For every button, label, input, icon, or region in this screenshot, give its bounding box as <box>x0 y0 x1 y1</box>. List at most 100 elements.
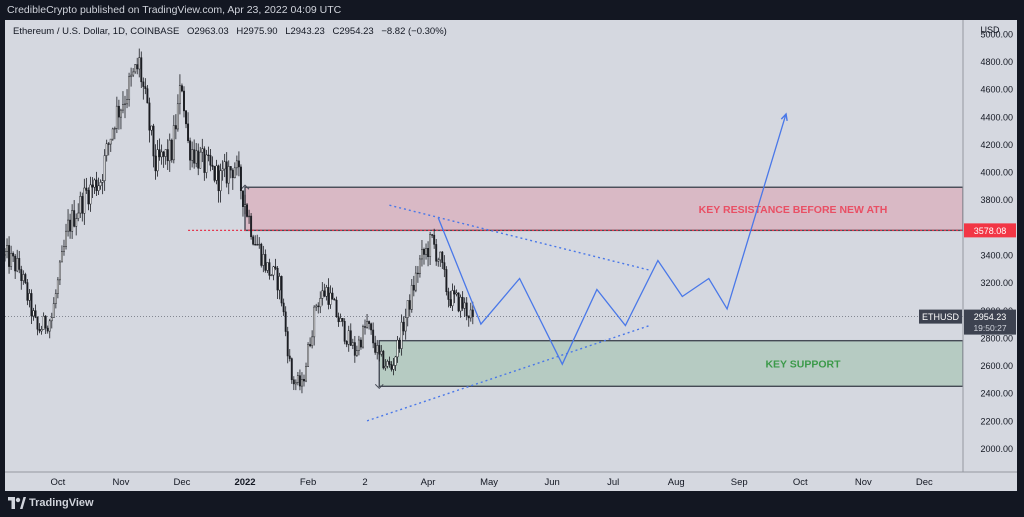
tradingview-brand[interactable]: TradingView <box>29 497 94 509</box>
time-tick-label: Oct <box>793 477 808 488</box>
candle-body <box>26 282 29 301</box>
candle <box>455 289 458 297</box>
candle <box>290 357 293 384</box>
projection-arrowhead-icon <box>780 112 788 122</box>
candle <box>44 315 47 334</box>
candle <box>437 257 440 267</box>
legend-close: 2954.23 <box>339 26 373 37</box>
candle <box>97 177 100 195</box>
candle <box>197 143 200 176</box>
candle-body <box>467 315 470 319</box>
candle <box>107 141 110 156</box>
candle <box>402 316 405 336</box>
candle-body <box>8 245 11 267</box>
candle-body <box>103 155 106 181</box>
price-tick-label: 4600.00 <box>980 85 1013 95</box>
published-text: CredibleCrypto published on TradingView.… <box>7 4 342 16</box>
candle <box>93 178 96 194</box>
candle <box>461 291 464 311</box>
candle <box>406 300 409 327</box>
currency-label: USD <box>980 25 1000 35</box>
candle-body <box>126 99 129 105</box>
candle-body <box>58 261 61 281</box>
candle-body <box>274 266 277 269</box>
candle-body <box>154 155 157 172</box>
candle-body <box>91 184 94 188</box>
candle-body <box>276 268 279 291</box>
candle <box>331 287 334 300</box>
candle <box>52 297 55 318</box>
candle-body <box>18 258 21 270</box>
candle <box>268 258 271 280</box>
price-axis[interactable] <box>963 20 1017 491</box>
chart-area[interactable]: KEY RESISTANCE BEFORE NEW ATH KEY SUPPORT… <box>4 20 1017 491</box>
candle <box>303 374 305 387</box>
candle-body <box>439 251 442 261</box>
candle-body <box>388 361 391 365</box>
candle <box>276 266 279 300</box>
candle <box>63 239 65 256</box>
time-tick-label: Nov <box>112 477 129 488</box>
candle <box>109 138 112 152</box>
candle-body <box>370 323 373 331</box>
candle-body <box>56 279 59 294</box>
candle <box>298 369 301 391</box>
legend-low-label: L <box>285 26 290 37</box>
candle-body <box>398 339 401 349</box>
candle <box>4 248 6 262</box>
candle <box>14 253 17 279</box>
support-zone[interactable] <box>378 339 964 387</box>
candle-body <box>443 262 446 270</box>
candle-body <box>4 251 6 256</box>
candle <box>374 335 377 355</box>
tradingview-logo-icon[interactable] <box>8 497 26 509</box>
candle-body <box>463 302 466 309</box>
symbol-tag-label: ETHUSD <box>922 312 960 322</box>
candle <box>286 326 289 364</box>
candle-body <box>345 341 348 345</box>
candle <box>138 48 141 78</box>
candle <box>368 320 371 330</box>
candle <box>270 274 273 277</box>
price-chart[interactable]: KEY RESISTANCE BEFORE NEW ATH KEY SUPPORT… <box>4 20 1017 491</box>
candle <box>242 190 244 217</box>
resistance-zone-handle-icon <box>240 184 250 190</box>
candle <box>278 272 281 300</box>
candle <box>319 291 322 314</box>
candle <box>266 262 269 274</box>
candle-body <box>213 166 216 181</box>
candle-body <box>252 236 255 245</box>
candle-body <box>396 339 399 358</box>
candle <box>6 238 8 259</box>
candle <box>357 335 360 356</box>
candle <box>168 133 171 172</box>
candle <box>201 138 204 163</box>
price-tick-label: 4000.00 <box>980 168 1013 178</box>
candle-body <box>425 248 427 255</box>
candle-body <box>164 149 167 157</box>
candle <box>22 270 25 285</box>
projection-path[interactable] <box>437 113 787 366</box>
candle <box>69 213 72 239</box>
candle-body <box>329 292 332 305</box>
resistance-zone-label: KEY RESISTANCE BEFORE NEW ATH <box>699 204 888 216</box>
candle-body <box>124 103 126 105</box>
resistance-zone[interactable] <box>244 186 964 232</box>
candle-body <box>115 105 118 129</box>
candle <box>323 283 326 298</box>
candle-body <box>357 339 360 351</box>
candle <box>105 139 108 162</box>
candle <box>347 325 350 352</box>
candle-body <box>97 185 100 191</box>
candle-body <box>223 161 226 170</box>
candle-body <box>168 139 171 162</box>
candle <box>337 312 340 327</box>
candle <box>36 316 39 336</box>
candle-body <box>294 382 297 385</box>
candle-body <box>73 210 76 227</box>
candle-body <box>286 331 289 357</box>
candle <box>166 139 169 170</box>
candle <box>158 138 161 161</box>
candle <box>209 149 212 172</box>
candle <box>134 64 137 74</box>
